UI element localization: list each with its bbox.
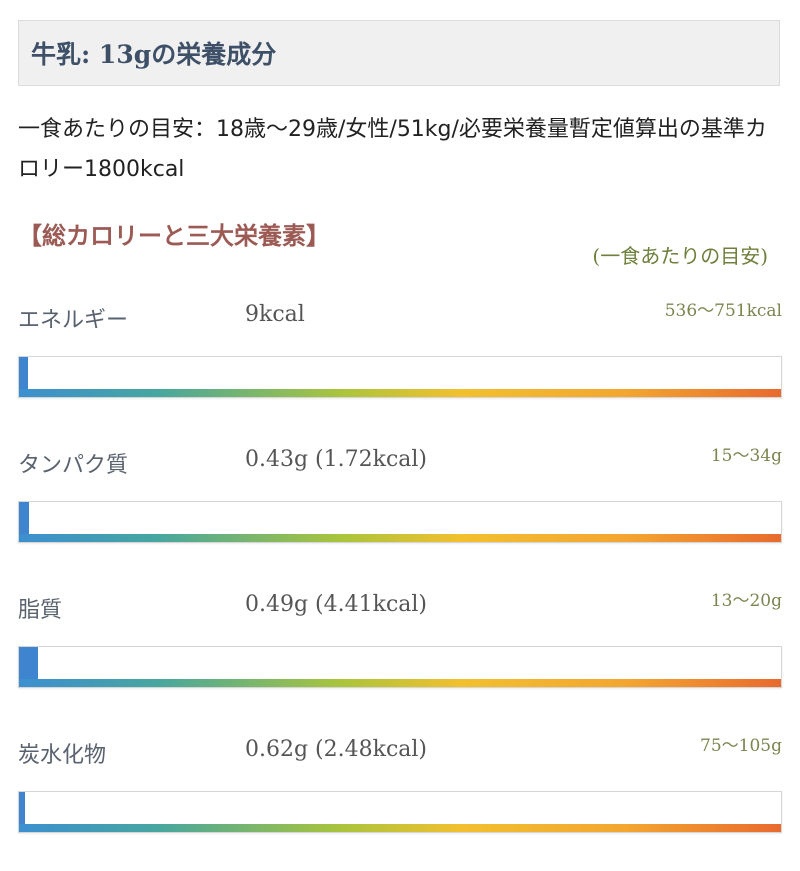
nutrient-name: 脂質 [18,598,63,623]
progress-fill [19,357,29,397]
nutrient-target-range: 75〜105g [700,736,782,756]
section-heading: 【総カロリーと三大栄養素】 [18,221,330,250]
nutrient-row-carbohydrate: 炭水化物 0.62g (2.48kcal) 75〜105g [18,736,782,847]
nutrient-row-protein: タンパク質 0.43g (1.72kcal) 15〜34g [18,446,782,557]
nutrient-amount: 0.49g (4.41kcal) [245,592,428,617]
nutrient-target-range: 536〜751kcal [664,301,782,321]
gradient-track [19,679,781,687]
nutrient-amount: 9kcal [245,302,305,327]
nutrient-progress-bar [18,356,782,398]
nutrient-progress-bar [18,646,782,688]
progress-fill [19,647,39,687]
nutrient-amount: 0.43g (1.72kcal) [245,447,428,472]
gradient-track [19,389,781,397]
nutrient-progress-bar [18,791,782,833]
nutrient-target-range: 13〜20g [710,591,782,611]
nutrient-row-energy: エネルギー 9kcal 536〜751kcal [18,301,782,412]
guide-note: (一食あたりの目安) [592,244,768,268]
gradient-track [19,534,781,542]
nutrient-name: タンパク質 [18,453,129,478]
progress-fill [19,502,29,542]
nutrient-row-fat: 脂質 0.49g (4.41kcal) 13〜20g [18,591,782,702]
nutrient-target-range: 15〜34g [710,446,782,466]
nutrient-progress-bar [18,501,782,543]
intro-text: 一食あたりの目安：18歳〜29歳/女性/51kg/必要栄養量暫定値算出の基準カロ… [18,117,767,182]
progress-fill [19,792,26,832]
nutrient-name: 炭水化物 [18,743,107,768]
nutrient-amount: 0.62g (2.48kcal) [245,737,428,762]
nutrient-name: エネルギー [18,308,129,333]
page-title: 牛乳: 13gの栄養成分 [31,40,277,69]
title-box: 牛乳: 13gの栄養成分 [18,20,780,86]
gradient-track [19,824,781,832]
